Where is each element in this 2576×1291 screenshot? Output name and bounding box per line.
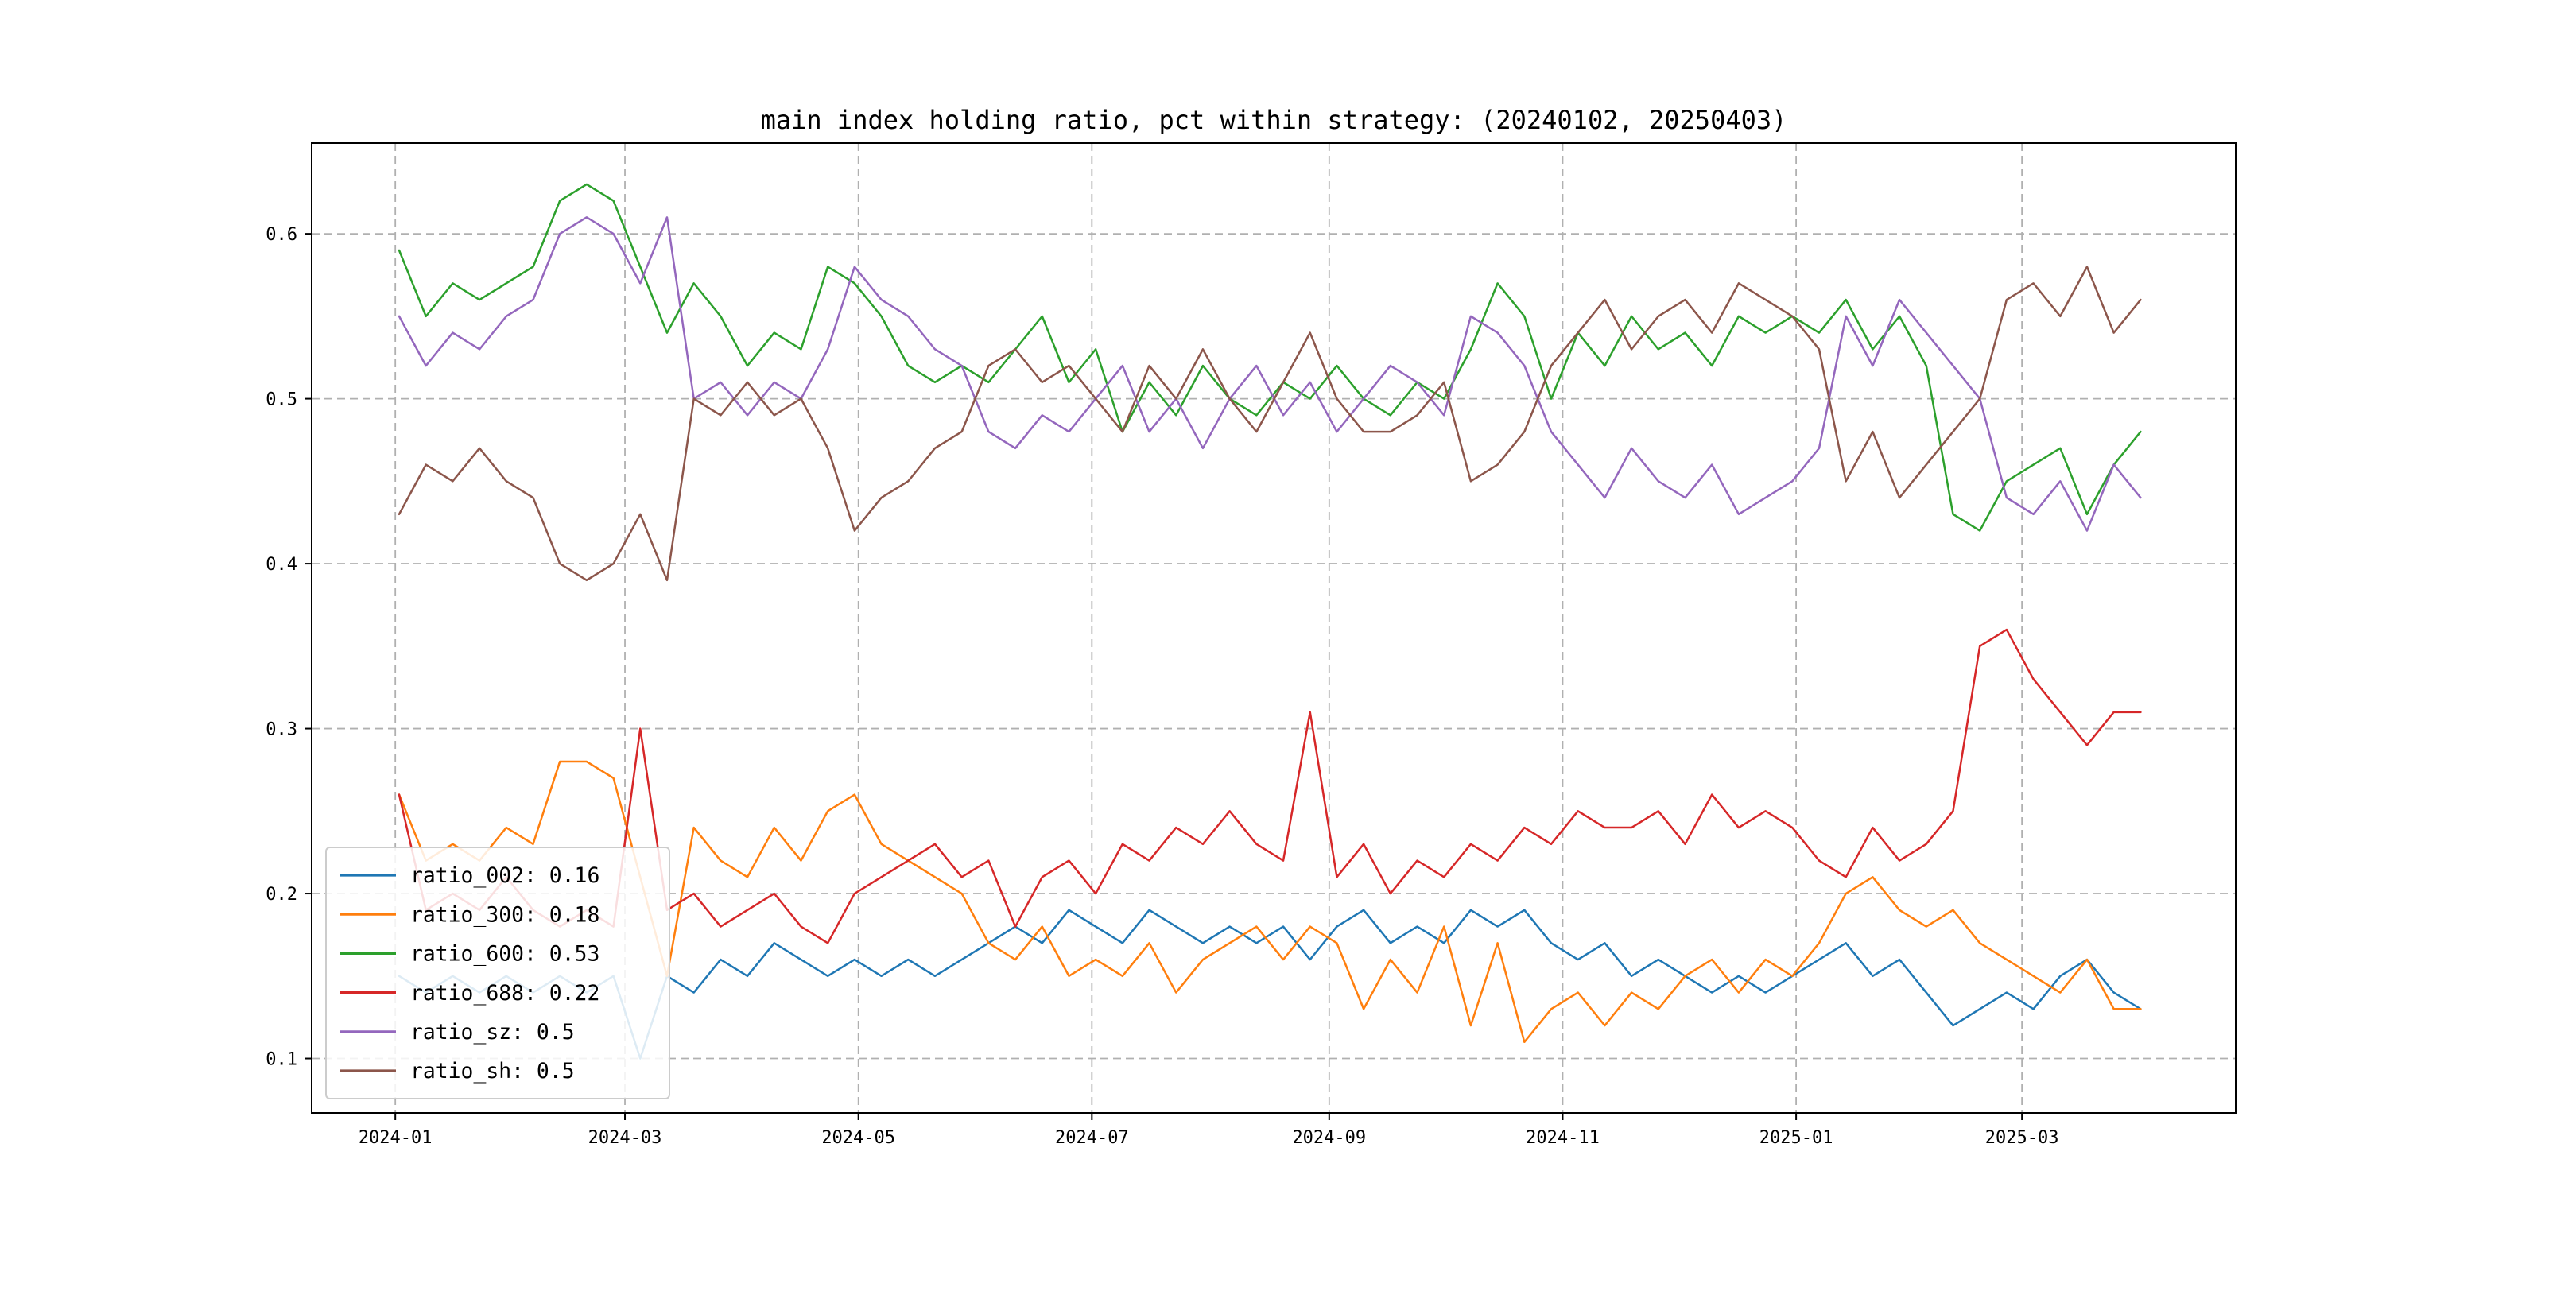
y-tick-label: 0.5 — [266, 390, 297, 410]
legend-label: ratio_sz: 0.5 — [410, 1020, 575, 1045]
tick-layer: 0.1 0.2 0.3 0.4 0.5 0.6 2024-01 2024-03 2024-05 2… — [266, 225, 2058, 1148]
legend: ratio_002: 0.16 ratio_300: 0.18 ratio_600:… — [325, 847, 670, 1099]
axes-border — [311, 142, 2237, 1114]
x-tick-label: 2024-03 — [588, 1128, 662, 1148]
series-line-ratio_sh — [398, 266, 2142, 582]
legend-item: ratio_sh: 0.5 — [340, 1059, 575, 1084]
legend-item: ratio_sz: 0.5 — [340, 1020, 575, 1045]
x-tick-label: 2024-09 — [1292, 1128, 1366, 1148]
legend-item: ratio_300: 0.18 — [340, 902, 599, 927]
legend-item: ratio_002: 0.16 — [340, 863, 599, 888]
legend-item: ratio_688: 0.22 — [340, 981, 599, 1006]
series-line-ratio_002 — [398, 909, 2142, 1060]
legend-item: ratio_600: 0.53 — [340, 942, 599, 967]
legend-label: ratio_002: 0.16 — [410, 863, 599, 888]
legend-label: ratio_688: 0.22 — [410, 981, 599, 1006]
x-tick-label: 2024-05 — [821, 1128, 895, 1148]
y-tick-label: 0.2 — [266, 885, 297, 905]
series-line-ratio_sz — [398, 216, 2142, 532]
x-tick-label: 2024-11 — [1526, 1128, 1600, 1148]
series-line-ratio_300 — [398, 760, 2142, 1044]
x-tick-label: 2024-07 — [1055, 1128, 1129, 1148]
y-tick-label: 0.6 — [266, 225, 297, 245]
x-tick-label: 2025-03 — [1985, 1128, 2059, 1148]
x-tick-label: 2025-01 — [1759, 1128, 1833, 1148]
x-tick-label: 2024-01 — [359, 1128, 433, 1148]
chart-title: main index holding ratio, pct within str… — [761, 105, 1787, 135]
series-layer — [398, 183, 2142, 1060]
series-line-ratio_688 — [398, 628, 2142, 944]
y-tick-label: 0.4 — [266, 555, 297, 575]
legend-box — [325, 847, 670, 1099]
series-line-ratio_600 — [398, 183, 2142, 532]
legend-label: ratio_600: 0.53 — [410, 942, 599, 967]
legend-label: ratio_300: 0.18 — [410, 902, 599, 927]
y-tick-label: 0.1 — [266, 1050, 297, 1070]
legend-label: ratio_sh: 0.5 — [410, 1059, 575, 1084]
y-tick-label: 0.3 — [266, 720, 297, 740]
